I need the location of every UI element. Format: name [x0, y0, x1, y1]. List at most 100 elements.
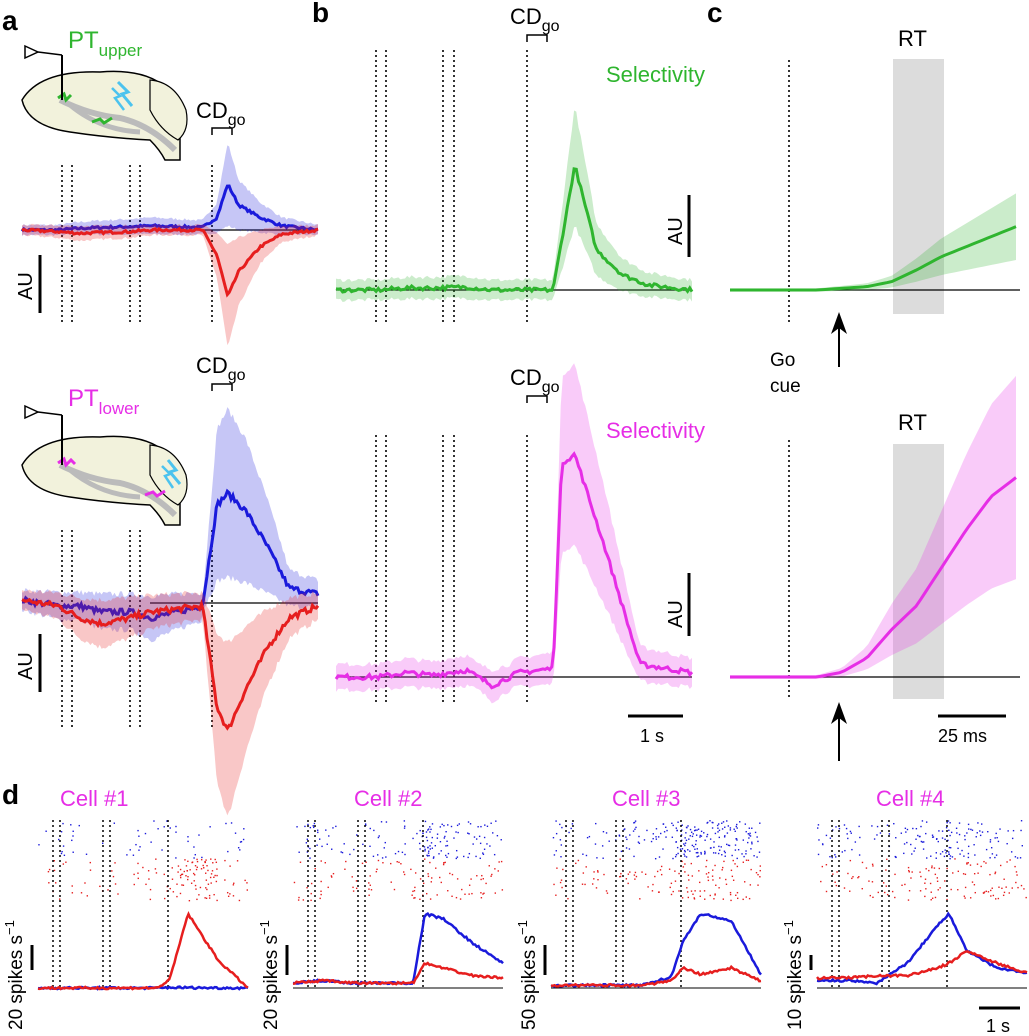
spike	[340, 851, 342, 853]
spike	[1015, 871, 1018, 873]
spike	[224, 879, 226, 881]
spike	[490, 875, 492, 877]
spike	[324, 862, 326, 864]
spike	[414, 897, 416, 899]
spike	[724, 855, 726, 857]
spike	[975, 836, 977, 838]
spike	[634, 820, 637, 822]
spike	[958, 822, 961, 824]
spike	[707, 821, 709, 824]
spike	[705, 865, 707, 868]
spike	[723, 836, 726, 838]
spike	[398, 861, 400, 864]
spike	[55, 882, 57, 884]
spike	[990, 895, 992, 897]
spike	[200, 868, 203, 870]
spike	[299, 861, 302, 863]
spike	[858, 825, 860, 828]
spike	[730, 899, 732, 902]
spike	[961, 849, 963, 852]
spike	[424, 820, 427, 823]
spike	[414, 872, 417, 874]
spike	[966, 862, 968, 864]
spike	[193, 846, 195, 848]
pt-upper-title: PTupper	[68, 27, 142, 60]
spike	[652, 837, 654, 840]
spike	[906, 828, 909, 831]
spike	[577, 859, 580, 862]
spike	[732, 859, 734, 862]
spike	[475, 855, 477, 858]
spike	[472, 843, 474, 845]
rate-scale-label: 10 spikes s−1	[781, 920, 806, 1030]
cd-text: CD	[196, 353, 228, 378]
spike	[1006, 861, 1008, 863]
spike	[858, 876, 860, 878]
spike	[744, 823, 747, 825]
spike	[693, 829, 696, 832]
spike	[886, 858, 888, 861]
spike	[957, 870, 960, 873]
spike	[710, 847, 712, 849]
spike	[468, 852, 471, 855]
spike	[743, 855, 745, 858]
spike	[990, 889, 992, 892]
spike	[695, 840, 697, 842]
spike	[602, 830, 605, 833]
spike	[690, 890, 693, 892]
spike	[468, 833, 470, 835]
spike	[142, 866, 144, 869]
spike	[820, 880, 822, 883]
spike	[632, 830, 635, 832]
spike	[212, 862, 214, 864]
spike	[378, 835, 380, 837]
spike	[990, 847, 993, 849]
spike	[316, 829, 319, 831]
spike	[989, 841, 992, 843]
spike	[964, 873, 967, 876]
spike	[201, 856, 203, 859]
spike	[861, 887, 863, 890]
spike	[949, 822, 951, 824]
spike	[929, 882, 932, 885]
spike	[973, 873, 976, 875]
spike	[725, 883, 728, 886]
spike	[720, 846, 722, 848]
spike	[200, 858, 203, 861]
spike	[597, 871, 599, 873]
spike	[419, 829, 421, 832]
spike	[691, 835, 694, 838]
psth-lick-left-line	[550, 964, 762, 988]
spike	[48, 882, 50, 884]
spike	[430, 842, 433, 844]
spike	[704, 853, 706, 855]
spike	[446, 840, 448, 842]
spike	[410, 868, 412, 871]
spike	[908, 869, 910, 872]
spike	[553, 854, 556, 856]
spike	[714, 894, 716, 896]
spike	[455, 857, 458, 860]
spike	[749, 832, 751, 835]
spike	[967, 845, 970, 848]
spike	[683, 853, 685, 855]
spike	[431, 836, 434, 839]
spike	[994, 856, 996, 859]
spike	[967, 852, 970, 855]
cd-go-label-b-upper: CDgo	[510, 4, 560, 42]
spike	[931, 897, 934, 899]
psth-lick-right-line	[816, 911, 1028, 986]
spike	[602, 857, 604, 859]
spike	[78, 824, 80, 827]
spike	[700, 835, 703, 837]
spike	[482, 852, 484, 854]
spike	[385, 821, 388, 823]
spike	[950, 831, 953, 834]
spike	[994, 837, 996, 839]
spike	[714, 864, 716, 867]
spike	[747, 841, 749, 844]
spike	[205, 872, 207, 874]
spike	[341, 851, 344, 854]
spike	[731, 875, 734, 878]
